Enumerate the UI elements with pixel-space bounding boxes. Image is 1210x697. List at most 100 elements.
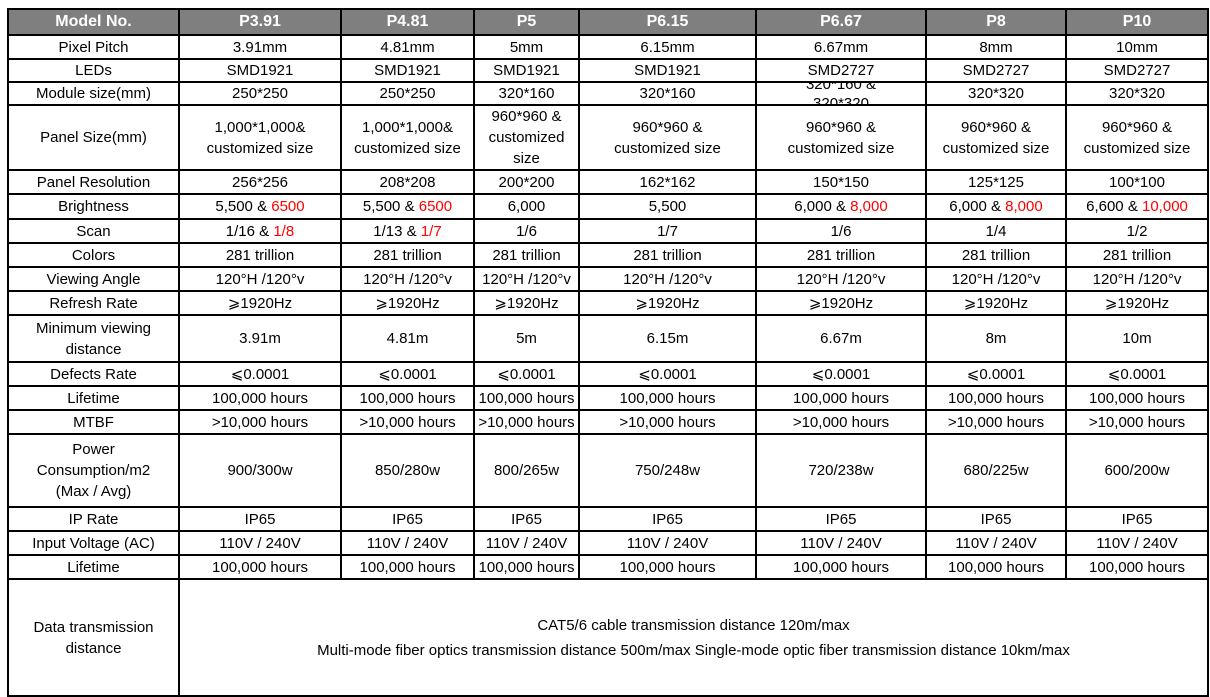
cell-leds-p8: SMD2727 bbox=[925, 58, 1067, 83]
row-defects-rate: Defects Rate ⩽0.0001 ⩽0.0001 ⩽0.0001 ⩽0.0001… bbox=[7, 361, 1209, 387]
cell-lifetime-p8: 100,000 hours bbox=[925, 385, 1067, 411]
cell-refresh-rate-p5: ⩾1920Hz bbox=[473, 290, 580, 316]
cell-input-voltage-ac-p10: 110V / 240V bbox=[1065, 530, 1209, 556]
row-label-lifetime: Lifetime bbox=[7, 554, 180, 580]
row-label-line: distance bbox=[65, 639, 122, 657]
column-header-p5: P5 bbox=[473, 8, 580, 36]
cell-minimum-viewing-distance-p4-81: 4.81m bbox=[340, 314, 475, 363]
cell-input-voltage-ac-p6-15: 110V / 240V bbox=[578, 530, 757, 556]
cell-ip-rate-p6-15: IP65 bbox=[578, 506, 757, 532]
transmission-note: CAT5/6 cable transmission distance 120m/… bbox=[178, 578, 1209, 697]
cell-viewing-angle-p8: 120°H /120°v bbox=[925, 266, 1067, 292]
column-header-p3-91: P3.91 bbox=[178, 8, 342, 36]
cell-refresh-rate-p8: ⩾1920Hz bbox=[925, 290, 1067, 316]
cell-defects-rate-p4-81: ⩽0.0001 bbox=[340, 361, 475, 387]
row-label-module-size-mm: Module size(mm) bbox=[7, 81, 180, 106]
cell-brightness-p6-15: 5,500 bbox=[578, 193, 757, 220]
cell-line: 960*960 & bbox=[960, 118, 1032, 136]
highlight-value: 6500 bbox=[418, 198, 453, 215]
cell-panel-size-mm-p3-91: 1,000*1,000& customized size bbox=[178, 104, 342, 171]
spec-table: Model No. P3.91 P4.81 P5 P6.15 P6.67 P8 P10 Pix… bbox=[7, 8, 1209, 697]
cell-minimum-viewing-distance-p8: 8m bbox=[925, 314, 1067, 363]
cell-mtbf-p8: >10,000 hours bbox=[925, 409, 1067, 435]
value: 5,500 & bbox=[215, 198, 272, 215]
row-panel-resolution: Panel Resolution 256*256 208*208 200*200 162… bbox=[7, 169, 1209, 195]
row-leds: LEDs SMD1921 SMD1921 SMD1921 SMD1921 SMD2727 S… bbox=[7, 58, 1209, 83]
multiline-text: 960*960 & customized size bbox=[582, 117, 753, 159]
row-lifetime: Lifetime 100,000 hours 100,000 hours 100,00… bbox=[7, 554, 1209, 580]
highlight-value: 8,000 bbox=[850, 198, 888, 215]
cell-panel-size-mm-p5: 960*960 & customized size bbox=[473, 104, 580, 171]
row-refresh-rate: Refresh Rate ⩾1920Hz ⩾1920Hz ⩾1920Hz ⩾1920Hz… bbox=[7, 290, 1209, 316]
row-label-line: Minimum viewing bbox=[35, 319, 152, 337]
cell-mtbf-p6-15: >10,000 hours bbox=[578, 409, 757, 435]
cell-mtbf-p10: >10,000 hours bbox=[1065, 409, 1209, 435]
row-label-panel-size-mm: Panel Size(mm) bbox=[7, 104, 180, 171]
transmission-note-line: Multi-mode fiber optics transmission dis… bbox=[317, 641, 1070, 659]
multiline-text: 960*960 & customized size bbox=[929, 117, 1063, 159]
cell-scan-p3-91: 1/16 & 1/8 bbox=[178, 218, 342, 244]
row-label-line: Power bbox=[72, 441, 115, 458]
highlight-value: 10,000 bbox=[1142, 198, 1188, 215]
cell-pixel-pitch-p3-91: 3.91mm bbox=[178, 34, 342, 60]
cell-pixel-pitch-p10: 10mm bbox=[1065, 34, 1209, 60]
cell-leds-p5: SMD1921 bbox=[473, 58, 580, 83]
multiline-text: 1,000*1,000& customized size bbox=[344, 117, 471, 159]
cell-panel-resolution-p8: 125*125 bbox=[925, 169, 1067, 195]
cell-minimum-viewing-distance-p6-67: 6.67m bbox=[755, 314, 927, 363]
cell-panel-resolution-p3-91: 256*256 bbox=[178, 169, 342, 195]
cell-defects-rate-p8: ⩽0.0001 bbox=[925, 361, 1067, 387]
cell-line: 960*960 & bbox=[491, 108, 562, 125]
row-label-line: (Max / Avg) bbox=[55, 483, 132, 500]
cell-brightness-p3-91: 5,500 & 6500 bbox=[178, 193, 342, 220]
cell-line: customized size bbox=[206, 139, 314, 157]
row-label-pixel-pitch: Pixel Pitch bbox=[7, 34, 180, 60]
cell-lifetime-p5: 100,000 hours bbox=[473, 554, 580, 580]
cell-power-consumption-m2-max-avg-p6-15: 750/248w bbox=[578, 433, 757, 508]
cell-mtbf-p6-67: >10,000 hours bbox=[755, 409, 927, 435]
cell-colors-p3-91: 281 trillion bbox=[178, 242, 342, 268]
row-label-mtbf: MTBF bbox=[7, 409, 180, 435]
row-label-ip-rate: IP Rate bbox=[7, 506, 180, 532]
cell-refresh-rate-p6-15: ⩾1920Hz bbox=[578, 290, 757, 316]
cell-mtbf-p5: >10,000 hours bbox=[473, 409, 580, 435]
cell-ip-rate-p8: IP65 bbox=[925, 506, 1067, 532]
cell-mtbf-p3-91: >10,000 hours bbox=[178, 409, 342, 435]
row-label-power-consumption-m2-max-avg: Power Consumption/m2 (Max / Avg) bbox=[7, 433, 180, 508]
row-label-viewing-angle: Viewing Angle bbox=[7, 266, 180, 292]
header-model-no: Model No. bbox=[7, 8, 180, 36]
row-label-brightness: Brightness bbox=[7, 193, 180, 220]
cell-panel-resolution-p10: 100*100 bbox=[1065, 169, 1209, 195]
cell-refresh-rate-p3-91: ⩾1920Hz bbox=[178, 290, 342, 316]
cell-power-consumption-m2-max-avg-p8: 680/225w bbox=[925, 433, 1067, 508]
clipped-text: 320*160 & 320*320 bbox=[759, 84, 923, 103]
cell-line: 1,000*1,000& bbox=[214, 118, 306, 136]
cell-scan-p5: 1/6 bbox=[473, 218, 580, 244]
cell-input-voltage-ac-p8: 110V / 240V bbox=[925, 530, 1067, 556]
cell-scan-p8: 1/4 bbox=[925, 218, 1067, 244]
cell-colors-p6-15: 281 trillion bbox=[578, 242, 757, 268]
cell-power-consumption-m2-max-avg-p4-81: 850/280w bbox=[340, 433, 475, 508]
cell-panel-size-mm-p8: 960*960 & customized size bbox=[925, 104, 1067, 171]
row-label-data-transmission-distance: Data transmission distance bbox=[7, 578, 180, 697]
cell-input-voltage-ac-p6-67: 110V / 240V bbox=[755, 530, 927, 556]
row-data-transmission-distance: Data transmission distance CAT5/6 cable tr… bbox=[7, 578, 1209, 697]
cell-brightness-p10: 6,600 & 10,000 bbox=[1065, 193, 1209, 220]
cell-brightness-p4-81: 5,500 & 6500 bbox=[340, 193, 475, 220]
cell-pixel-pitch-p8: 8mm bbox=[925, 34, 1067, 60]
cell-refresh-rate-p10: ⩾1920Hz bbox=[1065, 290, 1209, 316]
value: 1/13 & bbox=[373, 222, 421, 240]
value: 6,000 & bbox=[949, 198, 1006, 215]
cell-leds-p3-91: SMD1921 bbox=[178, 58, 342, 83]
cell-module-size-mm-p10: 320*320 bbox=[1065, 81, 1209, 106]
cell-lifetime-p3-91: 100,000 hours bbox=[178, 554, 342, 580]
cell-line: customized size bbox=[787, 139, 895, 157]
cell-scan-p6-67: 1/6 bbox=[755, 218, 927, 244]
cell-line: customized size bbox=[488, 129, 565, 167]
cell-viewing-angle-p6-15: 120°H /120°v bbox=[578, 266, 757, 292]
cell-pixel-pitch-p5: 5mm bbox=[473, 34, 580, 60]
cell-leds-p4-81: SMD1921 bbox=[340, 58, 475, 83]
cell-viewing-angle-p10: 120°H /120°v bbox=[1065, 266, 1209, 292]
cell-module-size-mm-p4-81: 250*250 bbox=[340, 81, 475, 106]
cell-line: 960*960 & bbox=[805, 118, 877, 136]
